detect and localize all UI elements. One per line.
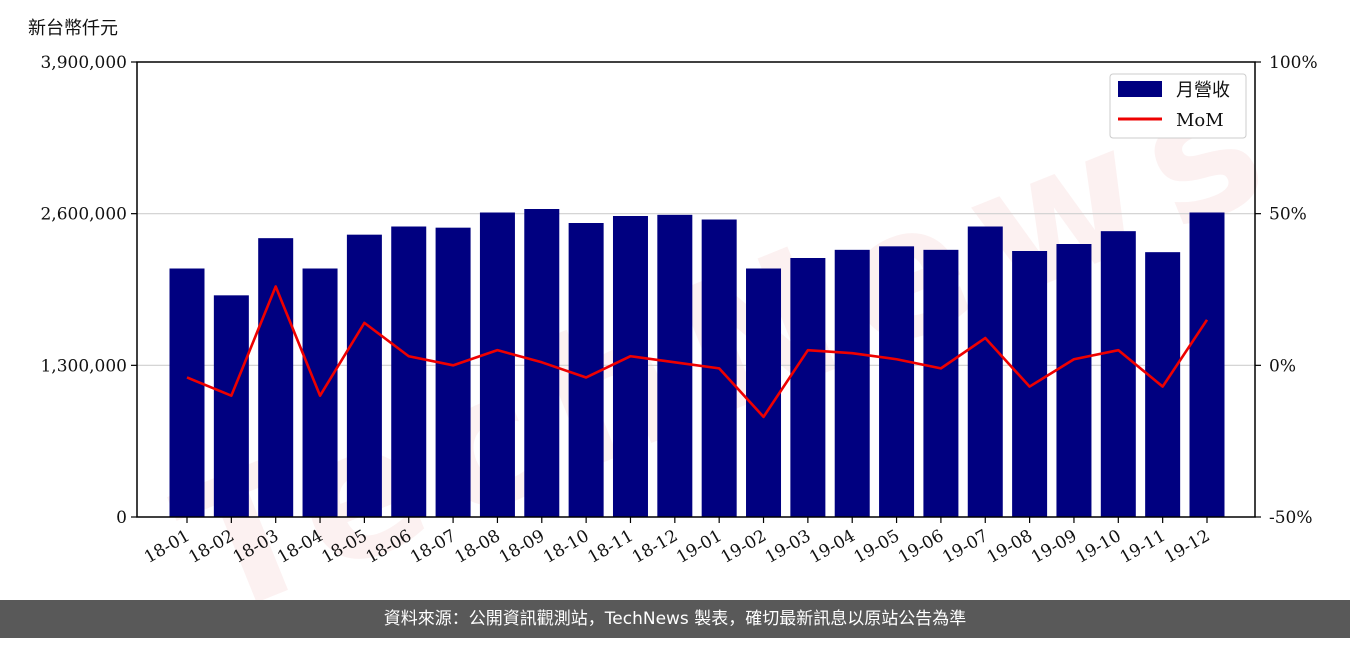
right-tick-label: -50% (1269, 508, 1313, 528)
revenue-bar (258, 238, 294, 517)
x-tick-label: 18-04 (274, 526, 326, 568)
x-tick-label: 19-08 (984, 526, 1036, 568)
left-y-axis: 0 1,300,000 2,600,000 3,900,000 (40, 53, 137, 528)
legend: 月營收 MoM (1109, 73, 1247, 139)
revenue-bar (213, 295, 249, 517)
x-tick-label: 19-05 (851, 526, 903, 568)
revenue-chart: 0 1,300,000 2,600,000 3,900,000 -50% 0% 50% 10… (40, 53, 1318, 568)
x-tick-label: 18-05 (318, 526, 370, 568)
legend-line-label: MoM (1176, 110, 1224, 131)
revenue-bar (346, 234, 382, 517)
revenue-bar (834, 249, 870, 518)
x-tick-label: 18-11 (585, 526, 637, 568)
revenue-bar (790, 258, 826, 517)
left-tick-label: 1,300,000 (40, 356, 127, 376)
revenue-bar (1012, 251, 1048, 517)
revenue-bar (1189, 212, 1225, 517)
x-tick-label: 19-12 (1161, 526, 1213, 568)
legend-bar-swatch (1118, 81, 1162, 97)
x-tick-label: 18-01 (141, 526, 193, 568)
bar-series (169, 209, 1225, 518)
x-tick-label: 18-10 (540, 526, 592, 568)
x-tick-label: 18-12 (629, 526, 681, 568)
source-footer: 資料來源：公開資訊觀測站，TechNews 製表，確切最新訊息以原站公告為準 (0, 600, 1350, 638)
x-tick-label: 19-09 (1028, 526, 1080, 568)
x-tick-label: 18-07 (407, 526, 459, 568)
x-tick-label: 18-02 (185, 526, 237, 568)
revenue-bar (1100, 231, 1136, 517)
x-tick-label: 19-01 (673, 526, 725, 568)
x-tick-label: 19-11 (1117, 526, 1169, 568)
x-tick-label: 19-10 (1072, 526, 1124, 568)
left-tick-label: 2,600,000 (40, 205, 127, 225)
x-tick-label: 19-02 (718, 526, 770, 568)
right-tick-label: 100% (1269, 53, 1318, 73)
revenue-bar (923, 249, 959, 518)
revenue-bar (479, 212, 515, 517)
revenue-bar (967, 226, 1003, 517)
x-tick-label: 18-09 (496, 526, 548, 568)
x-tick-label: 19-06 (895, 526, 947, 568)
x-tick-label: 18-08 (451, 526, 503, 568)
mom-line-series (186, 285, 1209, 419)
x-tick-label: 19-04 (806, 526, 858, 568)
right-tick-label: 0% (1269, 356, 1296, 376)
revenue-bar (568, 223, 604, 517)
y-axis-unit-label: 新台幣仟元 (28, 18, 118, 39)
revenue-bar (1056, 244, 1092, 517)
revenue-bar (435, 227, 471, 517)
plot-frame (136, 61, 1256, 518)
revenue-bar (169, 268, 205, 517)
x-tick-label: 19-07 (939, 526, 991, 568)
right-tick-label: 50% (1269, 205, 1307, 225)
revenue-bar (391, 226, 427, 517)
revenue-bar (657, 214, 693, 518)
x-tick-label: 18-03 (230, 526, 282, 568)
revenue-bar (879, 246, 915, 518)
revenue-bar (612, 216, 648, 517)
revenue-bar (746, 268, 782, 517)
left-tick-label: 3,900,000 (40, 53, 127, 73)
mom-line (186, 285, 1209, 419)
x-tick-label: 18-06 (363, 526, 415, 568)
x-axis: 18-0118-0218-0318-0418-0518-0618-0718-08… (141, 517, 1214, 568)
left-tick-label: 0 (116, 508, 127, 528)
right-y-axis: -50% 0% 50% 100% (1255, 53, 1318, 528)
x-tick-label: 19-03 (762, 526, 814, 568)
legend-bar-label: 月營收 (1176, 80, 1230, 101)
